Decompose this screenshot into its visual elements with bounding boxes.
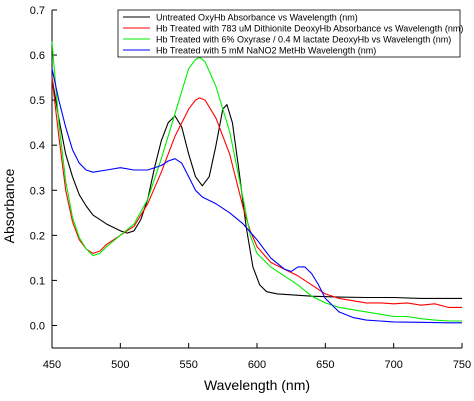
legend-label-2: Hb Treated with 6% Oxyrase / 0.4 M lacta… bbox=[156, 35, 451, 45]
x-axis-title: Wavelength (nm) bbox=[204, 377, 310, 393]
x-tick-label: 750 bbox=[453, 359, 471, 371]
legend-label-1: Hb Treated with 783 uM Dithionite DeoxyH… bbox=[156, 24, 463, 34]
y-axis-ticks: 0.0 0.1 0.2 0.3 0.4 0.5 0.6 0.7 bbox=[30, 5, 57, 332]
legend: Untreated OxyHb Absorbance vs Wavelength… bbox=[117, 9, 463, 58]
y-tick-label: 0.6 bbox=[30, 50, 45, 62]
series-line-3 bbox=[51, 68, 462, 324]
x-tick-label: 700 bbox=[384, 359, 402, 371]
y-tick-label: 0.4 bbox=[30, 140, 45, 152]
y-axis-title: Absorbance bbox=[1, 168, 17, 243]
y-tick-label: 0.7 bbox=[30, 5, 45, 17]
series-line-0 bbox=[51, 77, 462, 299]
legend-label-0: Untreated OxyHb Absorbance vs Wavelength… bbox=[156, 13, 358, 23]
x-tick-label: 500 bbox=[111, 359, 129, 371]
x-tick-label: 450 bbox=[43, 359, 61, 371]
y-tick-label: 0.0 bbox=[30, 320, 45, 332]
x-tick-label: 550 bbox=[179, 359, 197, 371]
legend-box bbox=[117, 9, 461, 58]
series-line-2 bbox=[51, 41, 462, 322]
x-tick-label: 600 bbox=[248, 359, 266, 371]
y-tick-label: 0.3 bbox=[30, 185, 45, 197]
series-line-1 bbox=[51, 77, 462, 308]
y-tick-label: 0.5 bbox=[30, 95, 45, 107]
y-tick-label: 0.2 bbox=[30, 230, 45, 242]
x-tick-label: 650 bbox=[316, 359, 334, 371]
legend-label-3: Hb Treated with 5 mM NaNO2 MetHb Wavelen… bbox=[156, 46, 376, 56]
y-tick-label: 0.1 bbox=[30, 275, 45, 287]
series-lines bbox=[51, 41, 462, 324]
x-axis-ticks: 450 500 550 600 650 700 750 bbox=[43, 343, 471, 371]
